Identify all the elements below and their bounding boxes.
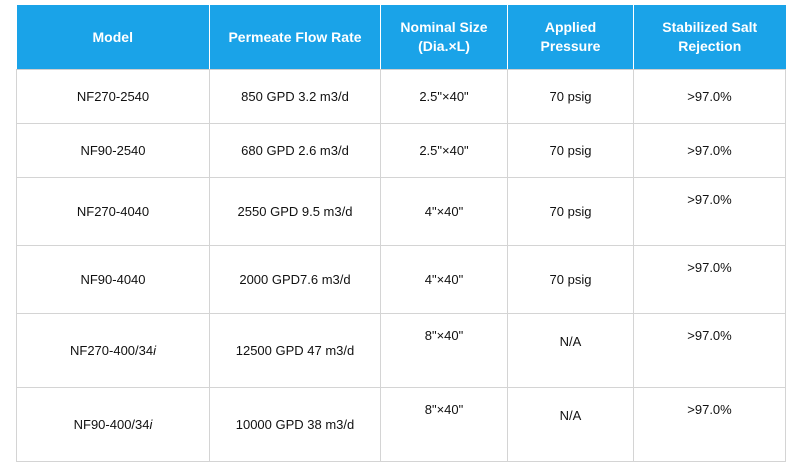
model-text: NF270-4040 [76, 204, 150, 219]
cell-rejection: >97.0% [633, 387, 786, 462]
cell-flow: 2000 GPD7.6 m3/d [209, 245, 381, 314]
cell-pressure: 70 psig [507, 245, 634, 314]
cell-rejection: >97.0% [633, 245, 786, 314]
model-text: NF90-4040 [80, 272, 146, 287]
model-text: NF90-400/34 [73, 417, 150, 432]
model-suffix-text: i [153, 343, 156, 358]
cell-flow: 2550 GPD 9.5 m3/d [209, 177, 381, 246]
header-permeate-flow-rate: Permeate Flow Rate [209, 5, 381, 70]
table-row: NF270-2540 850 GPD 3.2 m3/d 2.5"×40" 70 … [16, 69, 786, 124]
cell-rejection: >97.0% [633, 123, 786, 178]
cell-model: NF90-400/34i [16, 387, 210, 462]
header-model: Model [16, 5, 210, 70]
table-header: Model Permeate Flow Rate Nominal Size (D… [16, 5, 786, 70]
cell-pressure: N/A [507, 387, 634, 462]
cell-size: 4"×40" [380, 177, 508, 246]
table-body: NF270-2540 850 GPD 3.2 m3/d 2.5"×40" 70 … [16, 69, 786, 462]
model-text: NF270-2540 [76, 89, 150, 104]
table-row: NF270-4040 2550 GPD 9.5 m3/d 4"×40" 70 p… [16, 177, 786, 246]
cell-size: 8"×40" [380, 387, 508, 462]
header-row: Model Permeate Flow Rate Nominal Size (D… [16, 5, 786, 70]
model-suffix-text: i [149, 417, 153, 432]
cell-size: 8"×40" [380, 313, 508, 388]
cell-rejection: >97.0% [633, 69, 786, 124]
header-stabilized-salt-rejection: Stabilized Salt Rejection [633, 5, 786, 70]
cell-size: 2.5"×40" [380, 123, 508, 178]
cell-model: NF270-400/34i [16, 313, 210, 388]
cell-model: NF270-2540 [16, 69, 210, 124]
table-row: NF270-400/34i 12500 GPD 47 m3/d 8"×40" N… [16, 313, 786, 388]
cell-pressure: 70 psig [507, 69, 634, 124]
cell-size: 4"×40" [380, 245, 508, 314]
cell-model: NF90-2540 [16, 123, 210, 178]
cell-pressure: N/A [507, 313, 634, 388]
cell-pressure: 70 psig [507, 177, 634, 246]
cell-flow: 12500 GPD 47 m3/d [209, 313, 381, 388]
cell-rejection: >97.0% [633, 313, 786, 388]
table-row: NF90-400/34i 10000 GPD 38 m3/d 8"×40" N/… [16, 387, 786, 462]
spec-table-container: Model Permeate Flow Rate Nominal Size (D… [16, 5, 786, 462]
header-applied-pressure: Applied Pressure [507, 5, 634, 70]
cell-size: 2.5"×40" [380, 69, 508, 124]
nanofiltration-spec-table: Model Permeate Flow Rate Nominal Size (D… [16, 5, 786, 462]
cell-flow: 850 GPD 3.2 m3/d [209, 69, 381, 124]
model-text: NF270-400/34 [69, 343, 154, 358]
table-row: NF90-2540 680 GPD 2.6 m3/d 2.5"×40" 70 p… [16, 123, 786, 178]
header-nominal-size: Nominal Size (Dia.×L) [380, 5, 508, 70]
table-row: NF90-4040 2000 GPD7.6 m3/d 4"×40" 70 psi… [16, 245, 786, 314]
cell-model: NF90-4040 [16, 245, 210, 314]
cell-flow: 10000 GPD 38 m3/d [209, 387, 381, 462]
cell-flow: 680 GPD 2.6 m3/d [209, 123, 381, 178]
model-text: NF90-2540 [80, 143, 146, 158]
cell-rejection: >97.0% [633, 177, 786, 246]
cell-model: NF270-4040 [16, 177, 210, 246]
cell-pressure: 70 psig [507, 123, 634, 178]
